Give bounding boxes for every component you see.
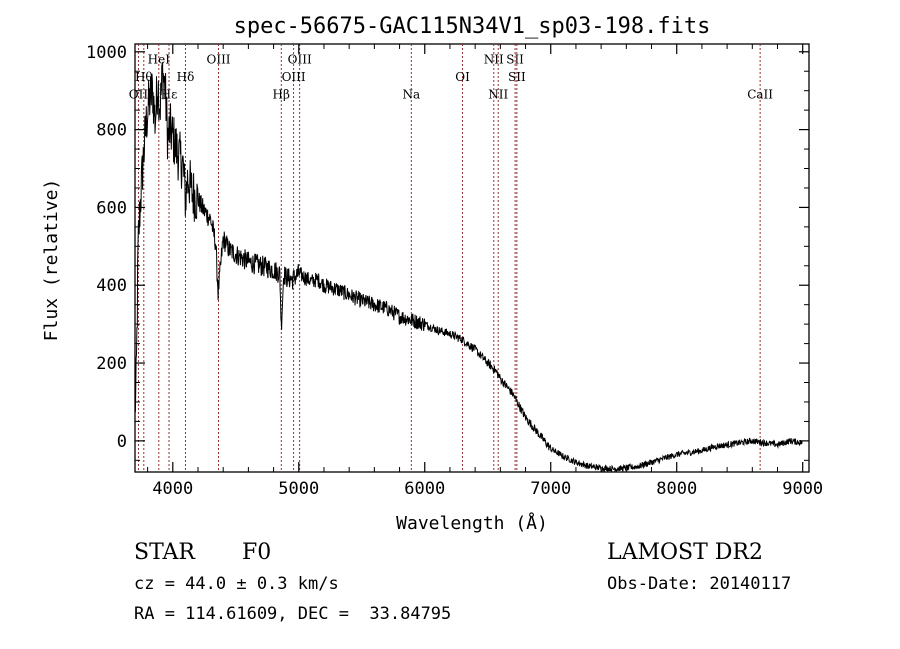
- y-axis: 0 200 400 600 800 1000: [86, 43, 809, 461]
- plot-frame: [134, 43, 810, 473]
- marker-label-13: SII: [506, 52, 524, 66]
- y-tick-label-1: 200: [96, 354, 127, 374]
- y-tick-label-5: 1000: [86, 43, 127, 63]
- marker-label-10: OI: [455, 70, 470, 84]
- y-axis-label: Flux (relative): [41, 179, 62, 342]
- marker-label-5: OIII: [206, 52, 230, 66]
- object-class: STAR: [134, 540, 195, 565]
- observation-date: Obs-Date: 20140117: [607, 574, 792, 594]
- object-subclass: F0: [242, 540, 272, 565]
- chart-title: spec-56675-GAC115N34V1_sp03-198.fits: [234, 14, 711, 39]
- marker-label-14: SII: [508, 70, 526, 84]
- coordinates: RA = 114.61609, DEC = 33.84795: [134, 604, 452, 624]
- x-tick-label-2: 6000: [404, 479, 445, 499]
- x-axis-label: Wavelength (Å): [396, 512, 548, 534]
- marker-label-2: HeI: [148, 52, 171, 66]
- marker-label-0: OII: [129, 87, 149, 101]
- marker-label-4: Hδ: [177, 70, 195, 84]
- survey-name: LAMOST DR2: [607, 540, 763, 565]
- redshift-value: cz = 44.0 ± 0.3 km/s: [134, 574, 339, 594]
- y-tick-label-4: 800: [96, 121, 127, 141]
- plot-border: [134, 43, 810, 473]
- marker-label-11: NII: [484, 52, 504, 66]
- x-axis: 4000 5000 6000 7000 8000 9000: [147, 44, 823, 499]
- emission-line-markers: OIIHθHeIHεHδOIIIHβOIIIOIIINaOINIINIISIIS…: [129, 44, 773, 472]
- y-tick-label-0: 0: [117, 432, 127, 452]
- x-tick-label-3: 7000: [530, 479, 571, 499]
- flux-series: [134, 62, 803, 473]
- y-tick-label-2: 400: [96, 276, 127, 296]
- flux-line: [134, 62, 803, 473]
- marker-label-9: Na: [402, 87, 420, 101]
- marker-label-8: OIII: [288, 52, 312, 66]
- marker-label-15: CaII: [747, 87, 773, 101]
- x-tick-label-4: 8000: [656, 479, 697, 499]
- marker-label-6: Hβ: [273, 87, 290, 101]
- marker-label-12: NII: [488, 87, 508, 101]
- x-tick-label-0: 4000: [152, 479, 193, 499]
- y-tick-label-3: 600: [96, 198, 127, 218]
- marker-label-7: OIII: [282, 70, 306, 84]
- x-tick-label-1: 5000: [278, 479, 319, 499]
- x-tick-label-5: 9000: [782, 479, 823, 499]
